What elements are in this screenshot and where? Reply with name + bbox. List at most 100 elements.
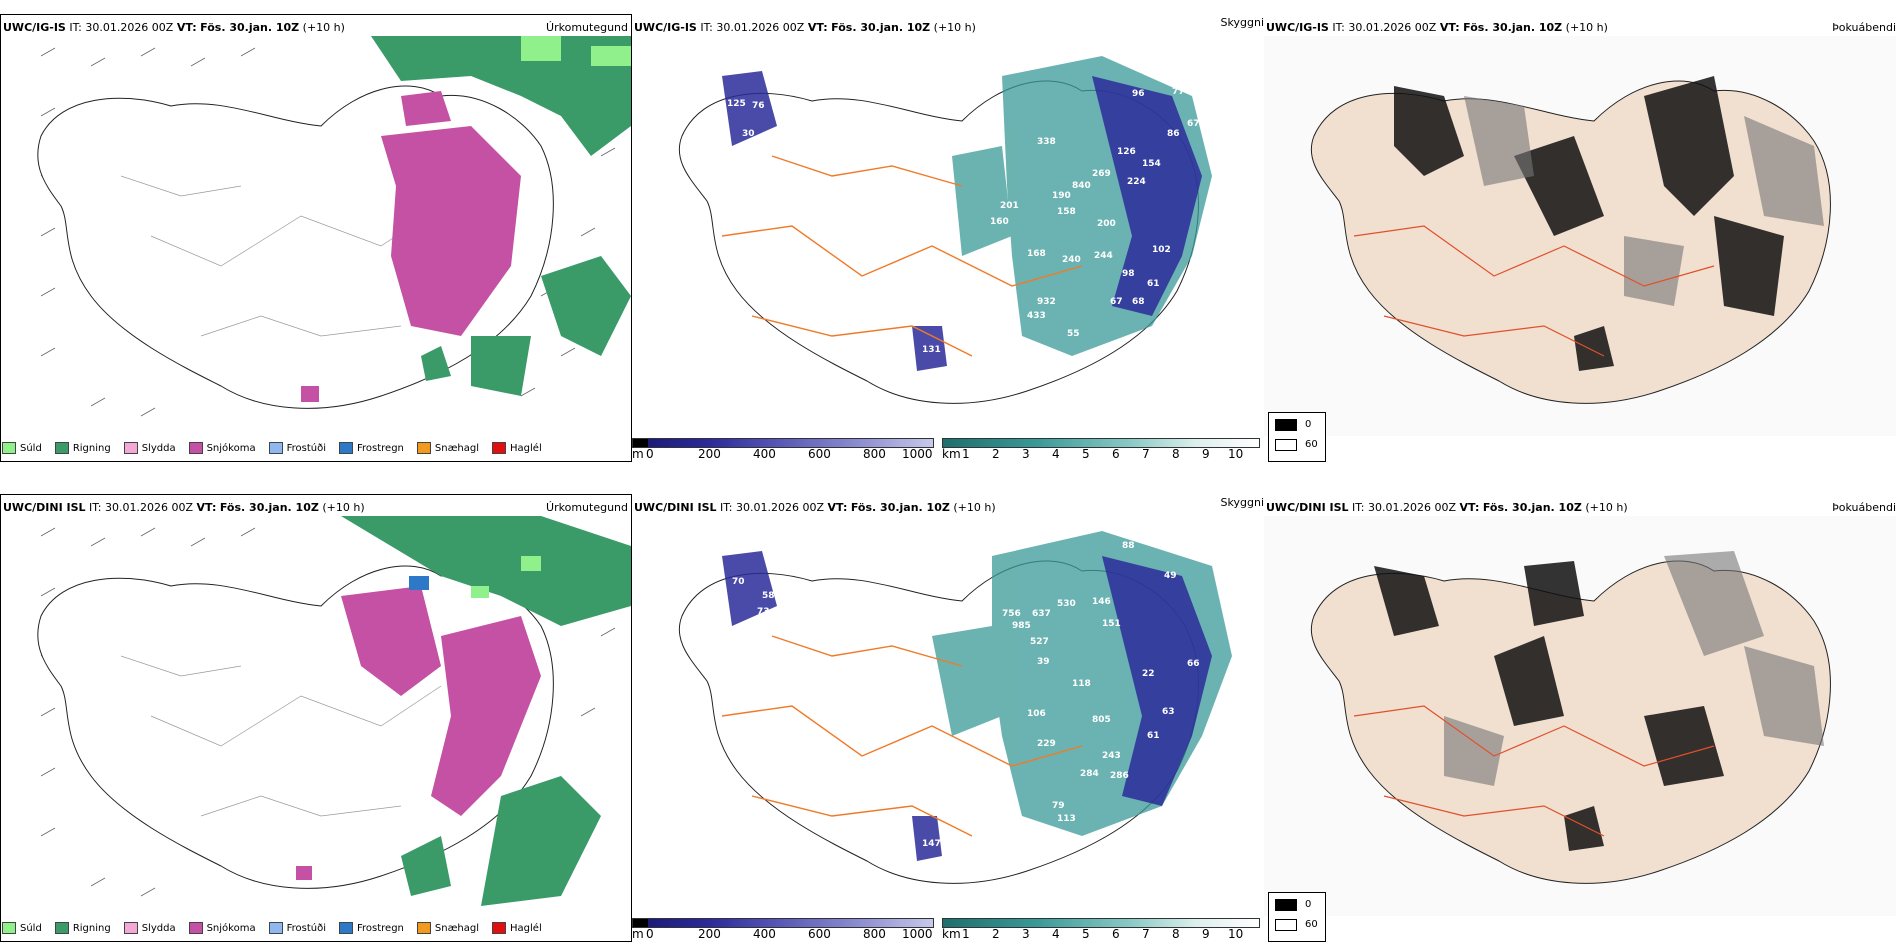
tick: 200 (698, 927, 721, 941)
cloud-value: 63 (1162, 707, 1175, 717)
tick: 2 (992, 447, 1000, 461)
snow-area (296, 586, 541, 880)
cloud-value: 59 (928, 381, 941, 391)
legend-swatch (2, 922, 16, 934)
legend-item: Frostúði (268, 922, 326, 934)
cloud-panel-top: UWC/IG-IS IT: 30.01.2026 00Z VT: Fös. 30… (632, 14, 1264, 462)
panel-header: UWC/IG-IS IT: 30.01.2026 00Z VT: Fös. 30… (634, 21, 976, 34)
legend-swatch (123, 922, 138, 934)
cloud-value: 79 (1052, 801, 1065, 811)
fog-legend-dark-swatch (1275, 419, 1297, 431)
fog-panel-bottom: UWC/DINI ISL IT: 30.01.2026 00Z VT: Fös.… (1264, 494, 1900, 942)
panel-header: UWC/DINI ISL IT: 30.01.2026 00Z VT: Fös.… (1266, 501, 1628, 514)
tick: 9 (1202, 447, 1210, 461)
cloud-base-unit: m (632, 447, 644, 461)
cloud-value: 338 (1037, 137, 1056, 147)
cloud-value: 68 (1132, 297, 1145, 307)
legend-swatch (492, 442, 507, 454)
cloud-value: 151 (1102, 619, 1121, 629)
cloud-value: 113 (1057, 814, 1076, 824)
tick: 3 (1022, 927, 1030, 941)
panel-title: Úrkomutegund (546, 501, 628, 514)
tick: 1 (962, 927, 970, 941)
legend-item: Súld (2, 922, 42, 934)
panel-title: Skyggni (1220, 496, 1264, 509)
panel-title: Úrkomutegund (546, 21, 628, 34)
cloud-value: 118 (1072, 679, 1091, 689)
fog-legend-dark-label: 0 (1305, 419, 1312, 430)
cloud-value: 98 (1122, 269, 1135, 279)
legend-swatch (416, 922, 431, 934)
cloud-value: 154 (1142, 159, 1161, 169)
cloud-value: 106 (1027, 709, 1046, 719)
cloud-value: 433 (1027, 311, 1046, 321)
legend-swatch (268, 922, 283, 934)
cloud-value: 147 (922, 839, 941, 849)
cloud-value: 530 (1057, 599, 1076, 609)
cloud-base-colorbar: m 0 200 400 600 800 1000 (632, 438, 934, 462)
cloud-value: 229 (1037, 739, 1056, 749)
snow-area (301, 91, 521, 402)
tick: 0 (646, 447, 654, 461)
tick: 800 (863, 927, 886, 941)
tick: 2 (992, 927, 1000, 941)
cloud-value: 105 (742, 177, 761, 187)
fog-legend-light-label: 60 (1305, 439, 1318, 450)
visibility-unit: km (942, 927, 961, 941)
tick: 3 (1022, 447, 1030, 461)
tick: 4 (1052, 447, 1060, 461)
panel-title: Skyggni (1220, 16, 1264, 29)
tick: 5 (1082, 927, 1090, 941)
legend-swatch (339, 442, 353, 454)
rain-area (371, 36, 631, 396)
tick: 1000 (902, 927, 933, 941)
legend-item: Slydda (123, 442, 176, 454)
cloud-value: 40 (892, 234, 905, 244)
cloud-value: 55 (1067, 329, 1080, 339)
tick: 400 (753, 927, 776, 941)
tick: 10 (1228, 447, 1244, 461)
cloud-value: 66 (1187, 659, 1200, 669)
cloud-value: 77 (1172, 87, 1185, 97)
cloud-value: 61 (1147, 731, 1160, 741)
fog-legend-dark-label: 0 (1305, 899, 1312, 910)
blue-area (722, 551, 1212, 861)
tick: 600 (808, 447, 831, 461)
tick: 0 (646, 927, 654, 941)
cloud-value: 932 (1037, 297, 1056, 307)
legend-item: Frostúði (268, 442, 326, 454)
cloud-map: 88 49 756 637 530 985 527 146 151 118 80… (678, 531, 1232, 884)
tick: 10 (1228, 927, 1244, 941)
precip-legend: Súld Rigning Slydda Snjókoma Frostúði Fr… (2, 918, 542, 938)
cloud-value: 243 (1102, 751, 1121, 761)
tick: 1000 (902, 447, 933, 461)
legend-swatch (54, 922, 69, 934)
cloud-value: 284 (1080, 769, 1099, 779)
cloud-value: 527 (1030, 637, 1049, 647)
cloud-value: 73 (757, 607, 770, 617)
cloud-base-colorbar: m 0 200 400 600 800 1000 (632, 918, 934, 942)
legend-item: Snjókoma (188, 922, 256, 934)
legend-item: Súld (2, 442, 42, 454)
cloud-value: 840 (1072, 181, 1091, 191)
fog-legend: 0 60 (1268, 892, 1326, 942)
tick: 8 (1172, 447, 1180, 461)
visibility-colorbar: km 1 2 3 4 5 6 7 8 9 10 (942, 918, 1262, 942)
rain-area (341, 516, 631, 906)
cloud-value: 985 (1012, 621, 1031, 631)
visibility-colorbar: km 1 2 3 4 5 6 7 8 9 10 (942, 438, 1262, 462)
legend-item: Snjókoma (188, 442, 256, 454)
cloud-value: 30 (742, 129, 755, 139)
cloud-map: 96 77 67 86 338 126 154 269 224 840 190 … (678, 56, 1212, 404)
fog-legend-light-label: 60 (1305, 919, 1318, 930)
cloud-value: 70 (732, 577, 745, 587)
cloud-value: 96 (1132, 89, 1145, 99)
cloud-value: 88 (1122, 541, 1135, 551)
fog-legend-light-swatch (1275, 919, 1297, 931)
legend-swatch (416, 442, 431, 454)
legend-item: Rigning (54, 442, 111, 454)
legend-swatch (268, 442, 283, 454)
tick: 6 (1112, 927, 1120, 941)
legend-item: Slydda (123, 922, 176, 934)
fog-panel-top: UWC/IG-IS IT: 30.01.2026 00Z VT: Fös. 30… (1264, 14, 1900, 462)
